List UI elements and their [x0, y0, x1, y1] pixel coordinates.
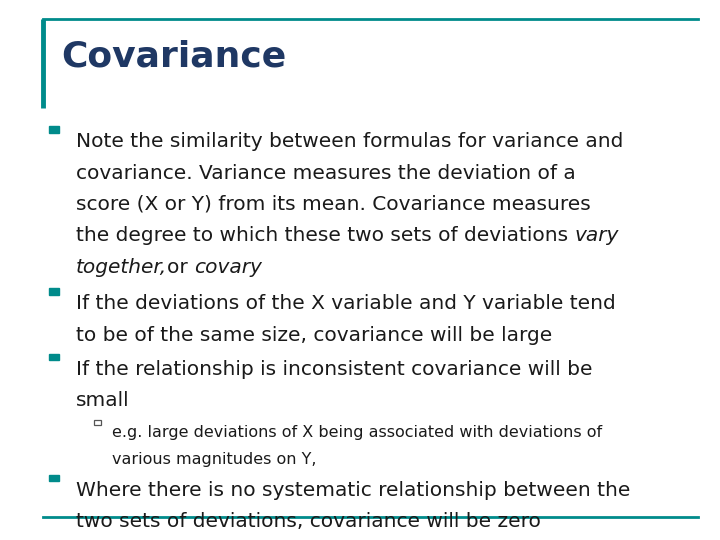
Text: together,: together,: [76, 258, 167, 276]
Bar: [49, 126, 58, 133]
Text: small: small: [76, 391, 129, 410]
Bar: [49, 354, 58, 360]
Text: or: or: [167, 258, 194, 276]
Text: Covariance: Covariance: [61, 40, 287, 73]
Text: Where there is no systematic relationship between the: Where there is no systematic relationshi…: [76, 481, 630, 500]
Text: Note the similarity between formulas for variance and: Note the similarity between formulas for…: [76, 132, 623, 151]
Bar: [49, 288, 58, 295]
Text: various magnitudes on Y,: various magnitudes on Y,: [112, 451, 316, 467]
Bar: [49, 475, 58, 481]
Text: If the deviations of the X variable and Y variable tend: If the deviations of the X variable and …: [76, 294, 616, 313]
Text: covariance. Variance measures the deviation of a: covariance. Variance measures the deviat…: [76, 164, 575, 183]
Text: the degree to which these two sets of deviations: the degree to which these two sets of de…: [76, 226, 574, 245]
Text: covary: covary: [194, 258, 262, 276]
Text: If the relationship is inconsistent covariance will be: If the relationship is inconsistent cova…: [76, 360, 592, 379]
Text: vary: vary: [574, 226, 618, 245]
Text: to be of the same size, covariance will be large: to be of the same size, covariance will …: [76, 326, 552, 345]
Text: two sets of deviations, covariance will be zero: two sets of deviations, covariance will …: [76, 512, 541, 531]
Text: score (X or Y) from its mean. Covariance measures: score (X or Y) from its mean. Covariance…: [76, 195, 590, 214]
Bar: [94, 420, 101, 424]
Text: e.g. large deviations of X being associated with deviations of: e.g. large deviations of X being associa…: [112, 425, 602, 440]
